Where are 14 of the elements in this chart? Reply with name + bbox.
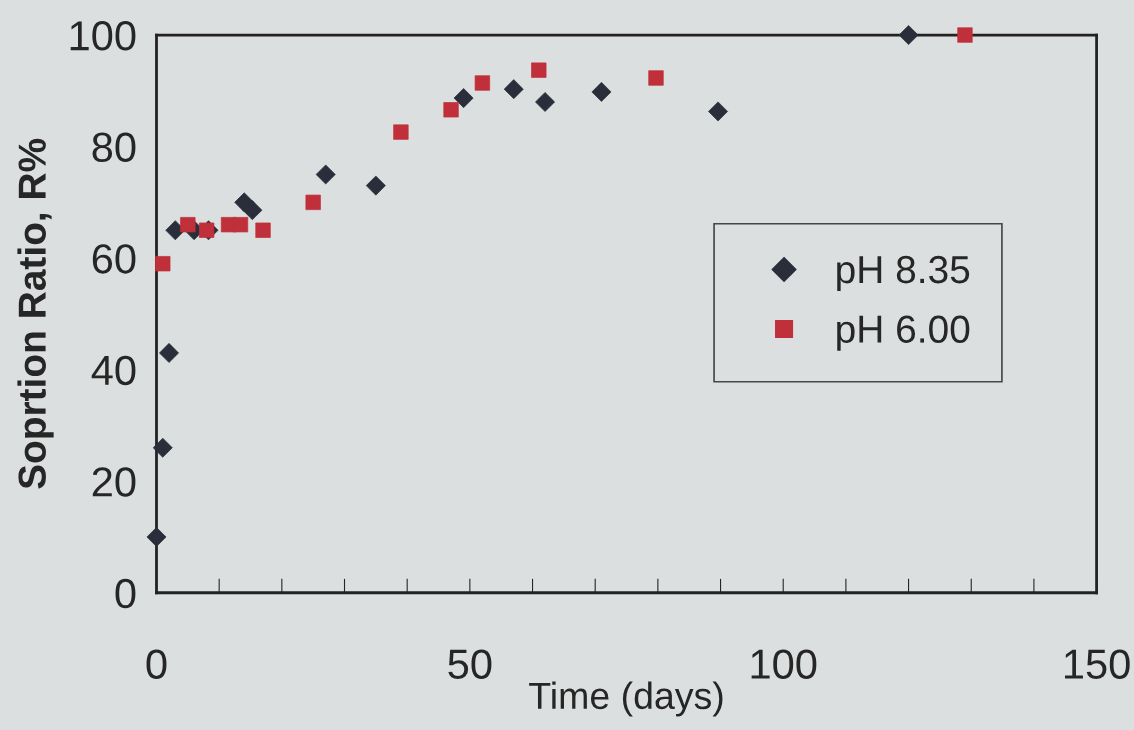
y-tick-label: 60 bbox=[92, 244, 136, 274]
x-tick-label: 100 bbox=[751, 649, 817, 679]
y-axis-title: Soprtion Ratio, R% bbox=[17, 138, 54, 489]
x-axis-title: Time (days) bbox=[529, 681, 723, 717]
y-tick-label: 0 bbox=[115, 578, 136, 609]
y-tick-label: 40 bbox=[91, 355, 136, 386]
legend-label: pH 6.00 bbox=[837, 315, 970, 351]
y-tick-label: 80 bbox=[92, 132, 136, 163]
legend-label: pH 8.35 bbox=[837, 255, 970, 292]
x-tick-label: 0 bbox=[146, 649, 167, 679]
y-tick-label: 20 bbox=[92, 467, 136, 497]
x-tick-label: 50 bbox=[448, 649, 492, 679]
x-tick-label: 150 bbox=[1065, 649, 1130, 679]
y-tick-label: 100 bbox=[70, 21, 136, 51]
